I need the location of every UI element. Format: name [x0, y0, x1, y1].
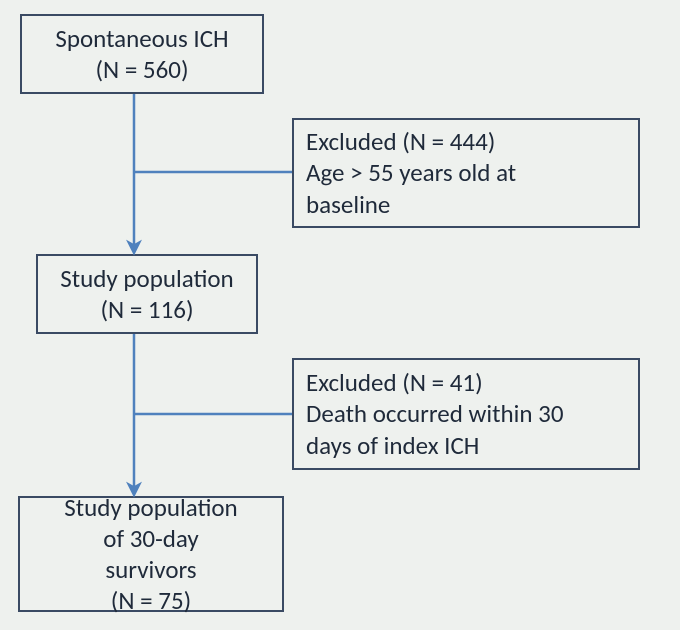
node-line: Excluded (N = 444) [306, 126, 495, 157]
node-line: (N = 75) [111, 585, 191, 616]
node-line: Spontaneous ICH [55, 23, 228, 54]
node-excluded-death: Excluded (N = 41) Death occurred within … [292, 358, 640, 470]
node-line: (N = 116) [100, 294, 193, 325]
node-study-population: Study population (N = 116) [36, 254, 258, 334]
node-line: days of index ICH [306, 430, 479, 461]
node-line: Death occurred within 30 [306, 398, 564, 429]
node-line: Study population [64, 492, 237, 523]
node-line: Age > 55 years old at [306, 157, 516, 188]
node-line: Excluded (N = 41) [306, 367, 483, 398]
node-spontaneous-ich: Spontaneous ICH (N = 560) [20, 14, 264, 94]
node-line: baseline [306, 189, 390, 220]
node-30-day-survivors: Study population of 30-day survivors (N … [18, 496, 284, 612]
node-excluded-age: Excluded (N = 444) Age > 55 years old at… [292, 118, 640, 228]
node-line: survivors [105, 554, 196, 585]
node-line: of 30-day [103, 523, 198, 554]
node-line: Study population [60, 263, 233, 294]
node-line: (N = 560) [95, 54, 188, 85]
